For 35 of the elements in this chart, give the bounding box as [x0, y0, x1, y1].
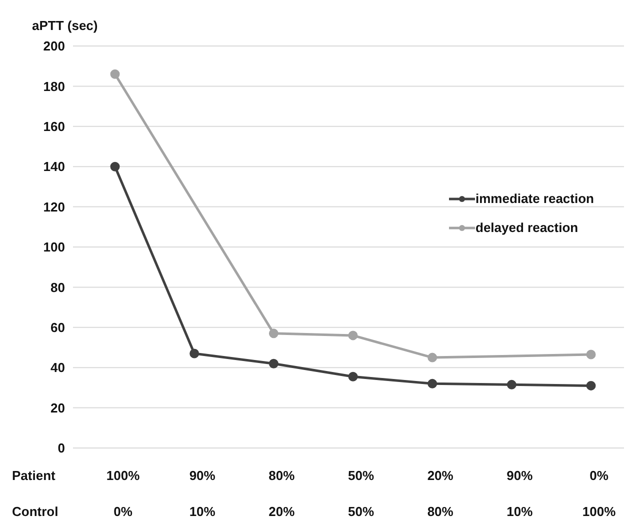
legend-label: immediate reaction: [476, 191, 594, 206]
point: [428, 352, 438, 362]
y-tick-label: 180: [43, 78, 65, 94]
point: [348, 330, 358, 340]
category-label: 90% 10%: [189, 468, 216, 519]
y-tick-label: 80: [50, 280, 65, 295]
y-tick-label: 140: [43, 159, 65, 174]
y-tick-label: 200: [43, 38, 65, 54]
point: [428, 378, 438, 388]
y-tick-label: 60: [50, 320, 65, 336]
point: [348, 372, 358, 382]
text: Control: [12, 504, 58, 519]
y-tick-label: 0: [58, 440, 65, 456]
y-tick-label: 160: [43, 119, 65, 134]
point: [268, 358, 278, 368]
point: [110, 69, 120, 79]
text: Patient: [12, 468, 56, 483]
point: [190, 348, 200, 358]
category-label: 80% 20%: [268, 468, 295, 519]
category-label: 50% 50%: [348, 468, 374, 519]
y-tick-label: 100: [43, 240, 65, 255]
category-label: 100% 0%: [106, 468, 140, 519]
y-axis-title: aPTT (sec): [32, 18, 98, 33]
point: [586, 380, 596, 390]
point: [268, 328, 278, 338]
category-label: 90% 10%: [506, 468, 533, 519]
point: [110, 162, 120, 172]
y-tick-label: 20: [50, 400, 65, 416]
y-tick-label: 120: [43, 199, 65, 214]
point: [586, 350, 596, 360]
category-label: 0% 100%: [582, 468, 616, 519]
legend-label: delayed reaction: [476, 220, 578, 235]
y-tick-label: 40: [50, 360, 65, 376]
category-label: 20% 80%: [427, 468, 454, 519]
point: [506, 380, 516, 390]
